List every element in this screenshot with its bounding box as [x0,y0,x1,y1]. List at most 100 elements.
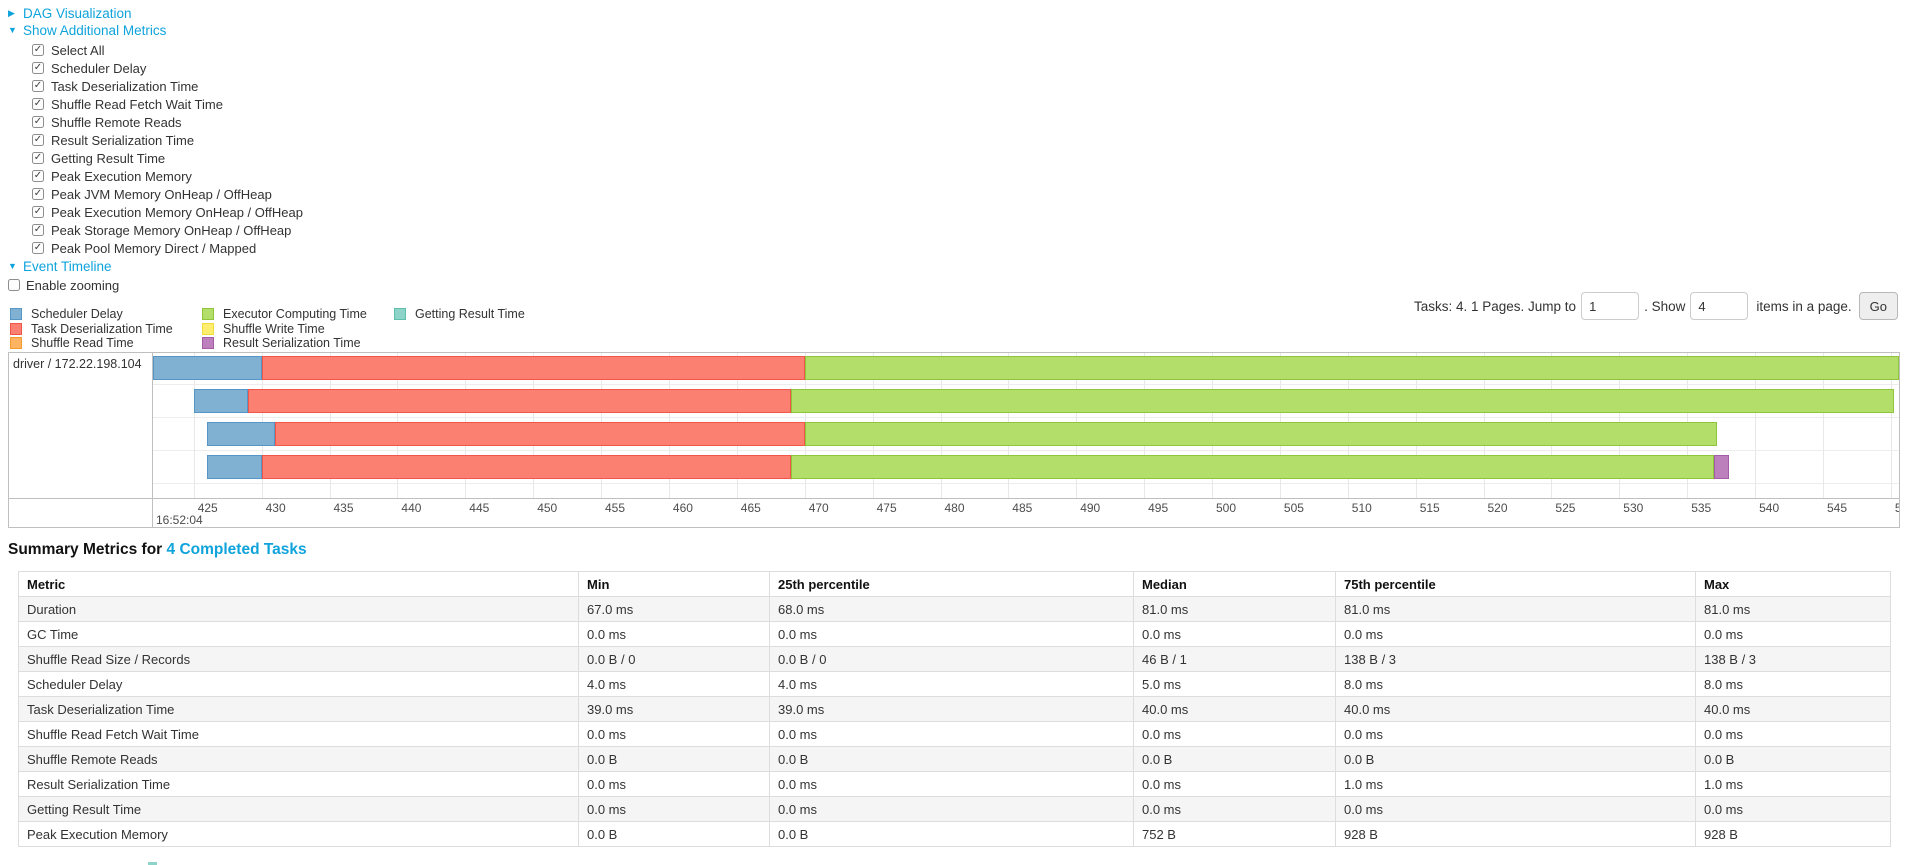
checkbox-label: Peak Execution Memory OnHeap / OffHeap [51,204,303,220]
legend-swatch-icon [10,308,22,321]
checkbox-getting-result-time[interactable]: ✓ [32,152,44,164]
go-button[interactable]: Go [1858,292,1898,320]
checkbox-peak-jvm-memory-onheap-offheap[interactable]: ✓ [32,188,44,200]
table-cell: 0.0 ms [769,621,1134,647]
table-row: Getting Result Time 0.0 ms 0.0 ms 0.0 ms 0.0… [18,796,1891,822]
legend-swatch-icon [394,308,406,321]
task-bar-segment-executor_computing[interactable] [791,455,1715,479]
task-bar-segment-task_deserialization[interactable] [275,422,805,446]
axis-tick-label: 465 [740,501,761,515]
task-bar-segment-scheduler_delay[interactable] [207,422,276,446]
table-cell: GC Time [18,621,579,647]
checkbox-label: Shuffle Remote Reads [51,114,182,130]
axis-tick-label: 545 [1827,501,1848,515]
checkbox-peak-execution-memory[interactable]: ✓ [32,170,44,182]
table-cell: 40.0 ms [1133,696,1336,722]
table-cell: 0.0 ms [1133,771,1336,797]
task-bar-segment-scheduler_delay[interactable] [193,389,248,413]
column-header-75th-percentile: 75th percentile [1335,571,1696,597]
task-bar-segment-executor_computing[interactable] [804,356,1899,380]
axis-tick-label: 455 [605,501,626,515]
enable-zooming-row: Enable zooming [8,276,303,294]
table-cell: Shuffle Read Fetch Wait Time [18,721,579,747]
table-cell: 0.0 ms [578,721,770,747]
task-bar-segment-task_deserialization[interactable] [261,455,792,479]
axis-tick-label: 525 [1555,501,1576,515]
table-row: Shuffle Read Fetch Wait Time 0.0 ms 0.0 ms… [18,721,1891,747]
additional-metrics-checkbox-list: ✓ Select All ✓ Scheduler Delay ✓ Task Deseria… [8,41,303,257]
event-timeline-label: Event Timeline [23,259,112,274]
table-cell: 68.0 ms [769,596,1134,622]
legend-item-shuffle_read: Shuffle Read Time [10,336,173,351]
checkbox-result-serialization-time[interactable]: ✓ [32,134,44,146]
legend-swatch-icon [202,322,214,335]
checkbox-label: Shuffle Read Fetch Wait Time [51,96,223,112]
enable-zooming-label: Enable zooming [26,277,120,293]
table-cell: 0.0 B [578,746,770,772]
table-cell: 0.0 ms [769,796,1134,822]
chevron-down-icon: ▼ [8,25,17,35]
task-bar-segment-executor_computing[interactable] [791,389,1894,413]
legend-label: Shuffle Write Time [223,321,325,336]
table-cell: 40.0 ms [1335,696,1696,722]
checkbox-peak-execution-memory-onheap-offheap[interactable]: ✓ [32,206,44,218]
checkbox-label: Peak Execution Memory [51,168,192,184]
dag-visualization-toggle[interactable]: ▶ DAG Visualization [8,6,303,21]
checkbox-peak-storage-memory-onheap-offheap[interactable]: ✓ [32,224,44,236]
axis-tick-label: 505 [1283,501,1304,515]
enable-zooming-checkbox[interactable] [8,279,20,291]
task-bar-segment-task_deserialization[interactable] [261,356,805,380]
checkbox-label: Peak Pool Memory Direct / Mapped [51,240,257,256]
axis-tick-label: 550 [1894,501,1899,515]
legend-swatch-icon [202,337,214,350]
table-cell: Scheduler Delay [18,671,579,697]
show-additional-metrics-toggle[interactable]: ▼ Show Additional Metrics [8,23,303,38]
event-timeline-toggle[interactable]: ▼ Event Timeline [8,259,303,274]
task-bar-segment-executor_computing[interactable] [804,422,1718,446]
task-bar-segment-scheduler_delay[interactable] [207,455,262,479]
checkbox-scheduler-delay[interactable]: ✓ [32,62,44,74]
axis-tick-label: 480 [944,501,965,515]
checkbox-shuffle-read-fetch-wait-time[interactable]: ✓ [32,98,44,110]
legend-item-result_serialization: Result Serialization Time [202,336,367,351]
task-bar-segment-task_deserialization[interactable] [248,389,792,413]
timeline-plot-area[interactable] [153,353,1899,498]
items-per-page-input[interactable] [1690,292,1749,320]
table-row: GC Time 0.0 ms 0.0 ms 0.0 ms 0.0 ms 0.0 ms [18,621,1891,647]
table-cell: 39.0 ms [769,696,1134,722]
checkbox-task-deserialization-time[interactable]: ✓ [32,80,44,92]
checkbox-select-all[interactable]: ✓ [32,44,44,56]
legend-item-getting_result: Getting Result Time [394,307,525,322]
task-bar-segment-scheduler_delay[interactable] [153,356,262,380]
table-cell: 8.0 ms [1335,671,1696,697]
table-cell: 0.0 ms [1335,721,1696,747]
legend-label: Executor Computing Time [223,307,367,322]
table-cell: 1.0 ms [1695,771,1891,797]
table-cell: 67.0 ms [578,596,770,622]
checkbox-peak-pool-memory-direct-mapped[interactable]: ✓ [32,242,44,254]
table-cell: 81.0 ms [1133,596,1336,622]
items-in-page-label: items in a page. [1756,298,1852,314]
table-cell: Result Serialization Time [18,771,579,797]
table-cell: 0.0 ms [1133,796,1336,822]
grid-line [193,353,195,498]
table-cell: 5.0 ms [1133,671,1336,697]
checkbox-label: Result Serialization Time [51,132,195,148]
table-cell: 0.0 ms [1133,621,1336,647]
checkbox-shuffle-remote-reads[interactable]: ✓ [32,116,44,128]
table-cell: 0.0 B [1133,746,1336,772]
grid-line [153,450,1899,451]
table-cell: 752 B [1133,821,1336,847]
table-cell: 0.0 ms [1695,721,1891,747]
metric-checkbox-row: ✓ Peak Execution Memory [32,167,303,185]
table-cell: 0.0 B [578,821,770,847]
task-bar-segment-result_serialization[interactable] [1714,455,1730,479]
table-body: Duration 67.0 ms 68.0 ms 81.0 ms 81.0 ms 81.0… [18,596,1891,847]
table-cell: 0.0 B [1335,746,1696,772]
table-cell: Peak Execution Memory [18,821,579,847]
axis-tick-label: 435 [333,501,354,515]
completed-tasks-link[interactable]: 4 Completed Tasks [166,541,307,558]
axis-tick-label: 440 [401,501,422,515]
jump-to-page-input[interactable] [1581,292,1640,320]
